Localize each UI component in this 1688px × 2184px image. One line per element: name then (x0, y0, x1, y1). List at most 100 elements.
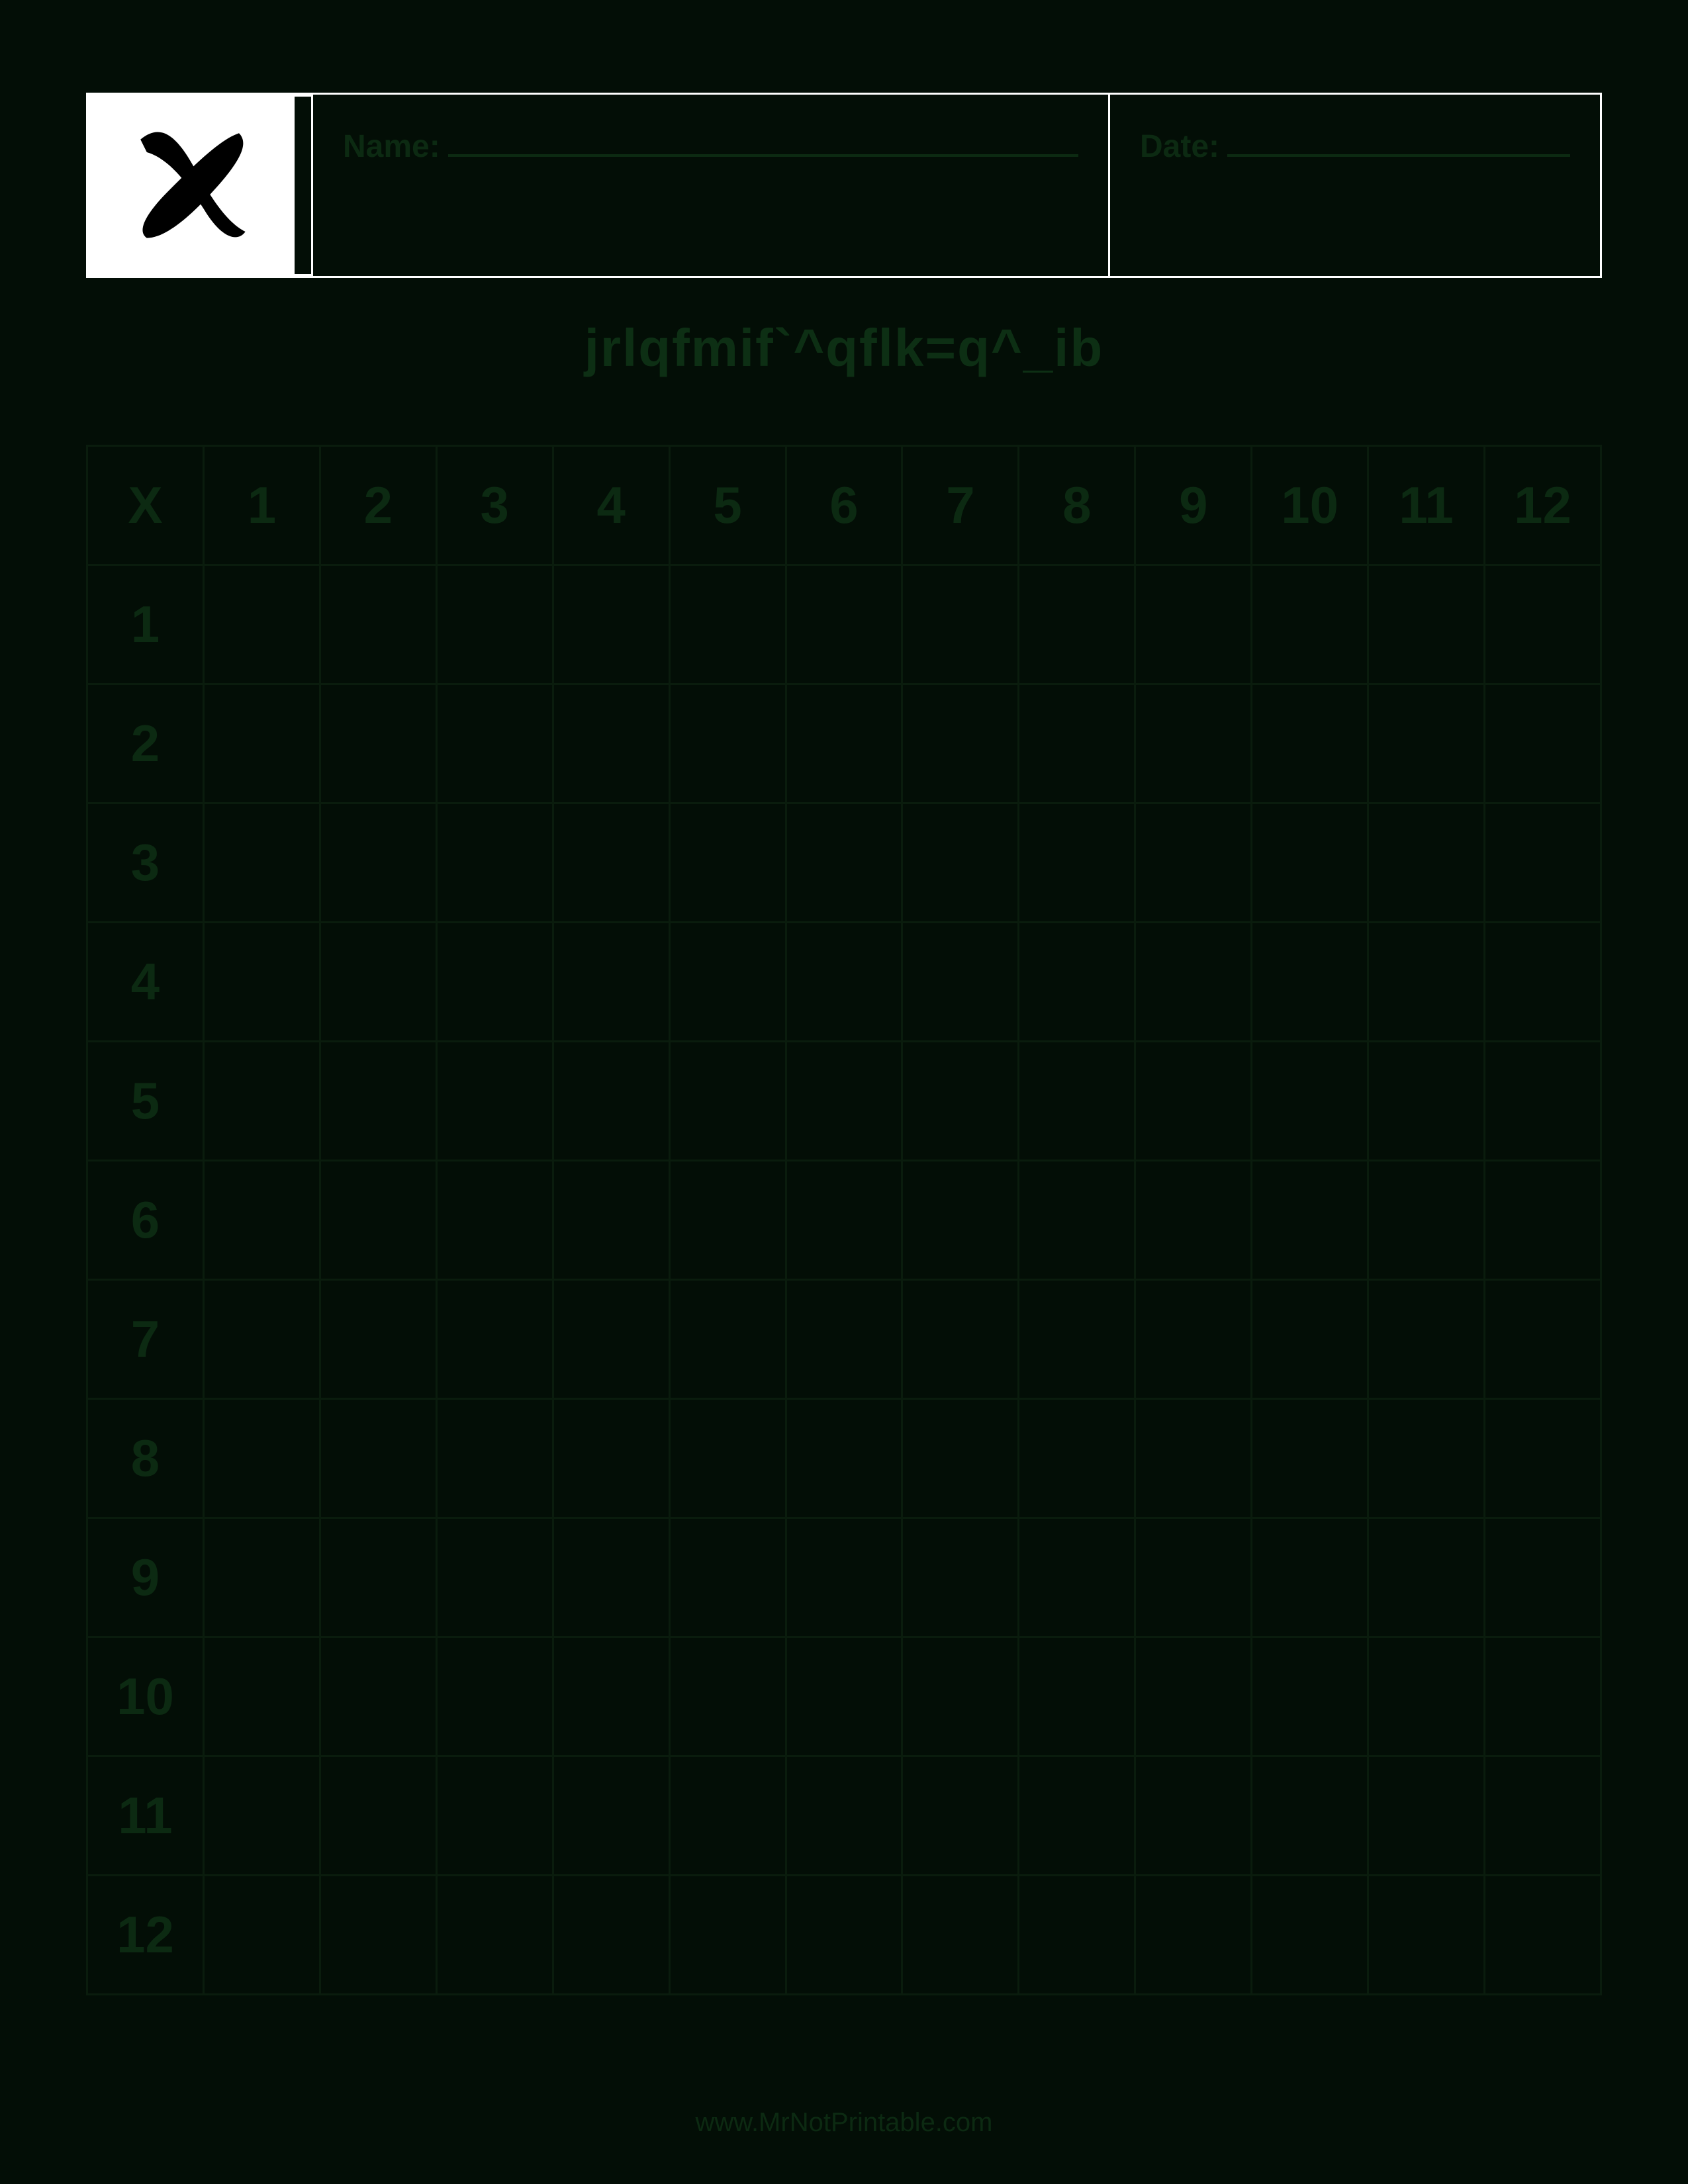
answer-cell[interactable] (1252, 565, 1368, 684)
answer-cell[interactable] (669, 803, 786, 923)
answer-cell[interactable] (902, 1518, 1019, 1637)
answer-cell[interactable] (203, 1518, 320, 1637)
answer-cell[interactable] (320, 923, 436, 1042)
answer-cell[interactable] (1135, 1161, 1252, 1280)
answer-cell[interactable] (1135, 565, 1252, 684)
answer-cell[interactable] (1485, 1280, 1601, 1399)
answer-cell[interactable] (320, 1042, 436, 1161)
answer-cell[interactable] (902, 1756, 1019, 1876)
answer-cell[interactable] (553, 1637, 669, 1756)
answer-cell[interactable] (1135, 684, 1252, 803)
answer-cell[interactable] (436, 565, 553, 684)
answer-cell[interactable] (786, 684, 902, 803)
answer-cell[interactable] (1368, 565, 1485, 684)
answer-cell[interactable] (436, 1756, 553, 1876)
answer-cell[interactable] (203, 1399, 320, 1518)
answer-cell[interactable] (1252, 1042, 1368, 1161)
answer-cell[interactable] (669, 1042, 786, 1161)
answer-cell[interactable] (669, 1280, 786, 1399)
answer-cell[interactable] (1368, 1161, 1485, 1280)
answer-cell[interactable] (1019, 565, 1135, 684)
answer-cell[interactable] (786, 565, 902, 684)
answer-cell[interactable] (1019, 1637, 1135, 1756)
answer-cell[interactable] (786, 1042, 902, 1161)
answer-cell[interactable] (553, 803, 669, 923)
answer-cell[interactable] (436, 1042, 553, 1161)
answer-cell[interactable] (786, 1756, 902, 1876)
answer-cell[interactable] (902, 803, 1019, 923)
answer-cell[interactable] (553, 1042, 669, 1161)
answer-cell[interactable] (902, 1042, 1019, 1161)
answer-cell[interactable] (669, 923, 786, 1042)
answer-cell[interactable] (203, 565, 320, 684)
answer-cell[interactable] (1019, 684, 1135, 803)
date-field[interactable]: Date: (1140, 128, 1570, 165)
answer-cell[interactable] (553, 565, 669, 684)
answer-cell[interactable] (1019, 1280, 1135, 1399)
answer-cell[interactable] (1135, 803, 1252, 923)
answer-cell[interactable] (1019, 923, 1135, 1042)
answer-cell[interactable] (553, 1399, 669, 1518)
answer-cell[interactable] (553, 923, 669, 1042)
answer-cell[interactable] (786, 1161, 902, 1280)
answer-cell[interactable] (669, 1637, 786, 1756)
answer-cell[interactable] (553, 1876, 669, 1995)
answer-cell[interactable] (1485, 1756, 1601, 1876)
answer-cell[interactable] (1252, 1637, 1368, 1756)
answer-cell[interactable] (1135, 1042, 1252, 1161)
answer-cell[interactable] (669, 1756, 786, 1876)
answer-cell[interactable] (786, 803, 902, 923)
answer-cell[interactable] (1368, 1042, 1485, 1161)
answer-cell[interactable] (436, 803, 553, 923)
answer-cell[interactable] (1252, 1518, 1368, 1637)
answer-cell[interactable] (902, 923, 1019, 1042)
answer-cell[interactable] (1368, 923, 1485, 1042)
answer-cell[interactable] (203, 923, 320, 1042)
answer-cell[interactable] (1485, 565, 1601, 684)
answer-cell[interactable] (203, 803, 320, 923)
answer-cell[interactable] (553, 1280, 669, 1399)
answer-cell[interactable] (436, 1518, 553, 1637)
answer-cell[interactable] (203, 1161, 320, 1280)
answer-cell[interactable] (1252, 1280, 1368, 1399)
answer-cell[interactable] (1368, 1876, 1485, 1995)
answer-cell[interactable] (902, 565, 1019, 684)
answer-cell[interactable] (1019, 1161, 1135, 1280)
answer-cell[interactable] (1135, 1876, 1252, 1995)
answer-cell[interactable] (553, 684, 669, 803)
answer-cell[interactable] (902, 1876, 1019, 1995)
answer-cell[interactable] (1485, 1399, 1601, 1518)
answer-cell[interactable] (1252, 684, 1368, 803)
answer-cell[interactable] (1252, 803, 1368, 923)
answer-cell[interactable] (669, 1876, 786, 1995)
answer-cell[interactable] (1252, 923, 1368, 1042)
answer-cell[interactable] (1019, 1756, 1135, 1876)
answer-cell[interactable] (1019, 803, 1135, 923)
answer-cell[interactable] (669, 1518, 786, 1637)
answer-cell[interactable] (1368, 684, 1485, 803)
answer-cell[interactable] (320, 1637, 436, 1756)
answer-cell[interactable] (553, 1161, 669, 1280)
answer-cell[interactable] (786, 1876, 902, 1995)
answer-cell[interactable] (786, 1280, 902, 1399)
answer-cell[interactable] (1485, 1637, 1601, 1756)
name-input-line[interactable] (448, 128, 1078, 157)
answer-cell[interactable] (1019, 1399, 1135, 1518)
answer-cell[interactable] (320, 1756, 436, 1876)
answer-cell[interactable] (553, 1756, 669, 1876)
name-field[interactable]: Name: (343, 128, 1078, 165)
answer-cell[interactable] (1135, 1399, 1252, 1518)
answer-cell[interactable] (1485, 1161, 1601, 1280)
answer-cell[interactable] (1019, 1876, 1135, 1995)
answer-cell[interactable] (1368, 1518, 1485, 1637)
answer-cell[interactable] (786, 1637, 902, 1756)
answer-cell[interactable] (1252, 1161, 1368, 1280)
answer-cell[interactable] (902, 1399, 1019, 1518)
answer-cell[interactable] (1485, 684, 1601, 803)
answer-cell[interactable] (1019, 1042, 1135, 1161)
answer-cell[interactable] (436, 1637, 553, 1756)
answer-cell[interactable] (1368, 1399, 1485, 1518)
answer-cell[interactable] (902, 1161, 1019, 1280)
answer-cell[interactable] (1135, 1518, 1252, 1637)
answer-cell[interactable] (1485, 803, 1601, 923)
